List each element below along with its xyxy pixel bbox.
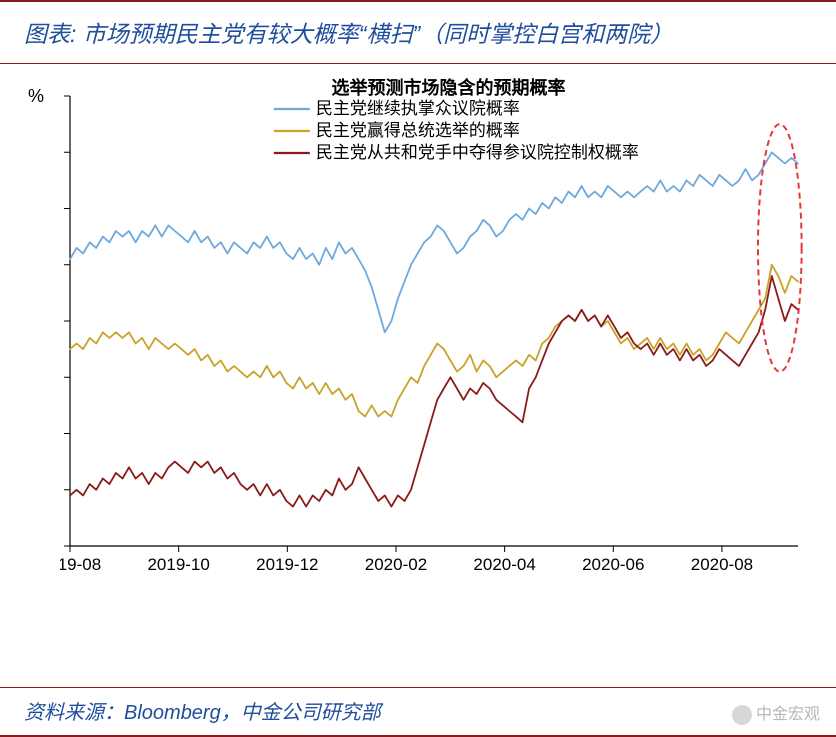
- svg-text:民主党从共和党手中夺得参议院控制权概率: 民主党从共和党手中夺得参议院控制权概率: [316, 143, 639, 162]
- line-chart: 20304050607080901002019-082019-102019-12…: [60, 76, 808, 586]
- source-text: 资料来源：Bloomberg，中金公司研究部: [24, 696, 812, 725]
- chart-title-block: 图表: 市场预期民主党有较大概率“横扫”（同时掌控白宫和两院）: [0, 0, 836, 64]
- svg-text:2020-08: 2020-08: [691, 555, 753, 574]
- y-axis-unit: %: [28, 86, 44, 107]
- svg-text:民主党继续执掌众议院概率: 民主党继续执掌众议院概率: [316, 99, 520, 118]
- chart-area: % 20304050607080901002019-082019-102019-…: [0, 64, 836, 586]
- svg-text:2019-10: 2019-10: [147, 555, 209, 574]
- svg-text:2020-06: 2020-06: [582, 555, 644, 574]
- svg-text:2020-02: 2020-02: [365, 555, 427, 574]
- svg-text:民主党赢得总统选举的概率: 民主党赢得总统选举的概率: [316, 121, 520, 140]
- svg-text:选举预测市场隐含的预期概率: 选举预测市场隐含的预期概率: [332, 77, 566, 98]
- watermark-icon: [732, 705, 752, 725]
- chart-title: 图表: 市场预期民主党有较大概率“横扫”（同时掌控白宫和两院）: [24, 16, 812, 53]
- source-block: 资料来源：Bloomberg，中金公司研究部: [0, 687, 836, 737]
- watermark-text: 中金宏观: [756, 706, 820, 723]
- watermark: 中金宏观: [732, 700, 820, 725]
- svg-text:2019-12: 2019-12: [256, 555, 318, 574]
- svg-text:2019-08: 2019-08: [60, 555, 101, 574]
- svg-text:2020-04: 2020-04: [473, 555, 535, 574]
